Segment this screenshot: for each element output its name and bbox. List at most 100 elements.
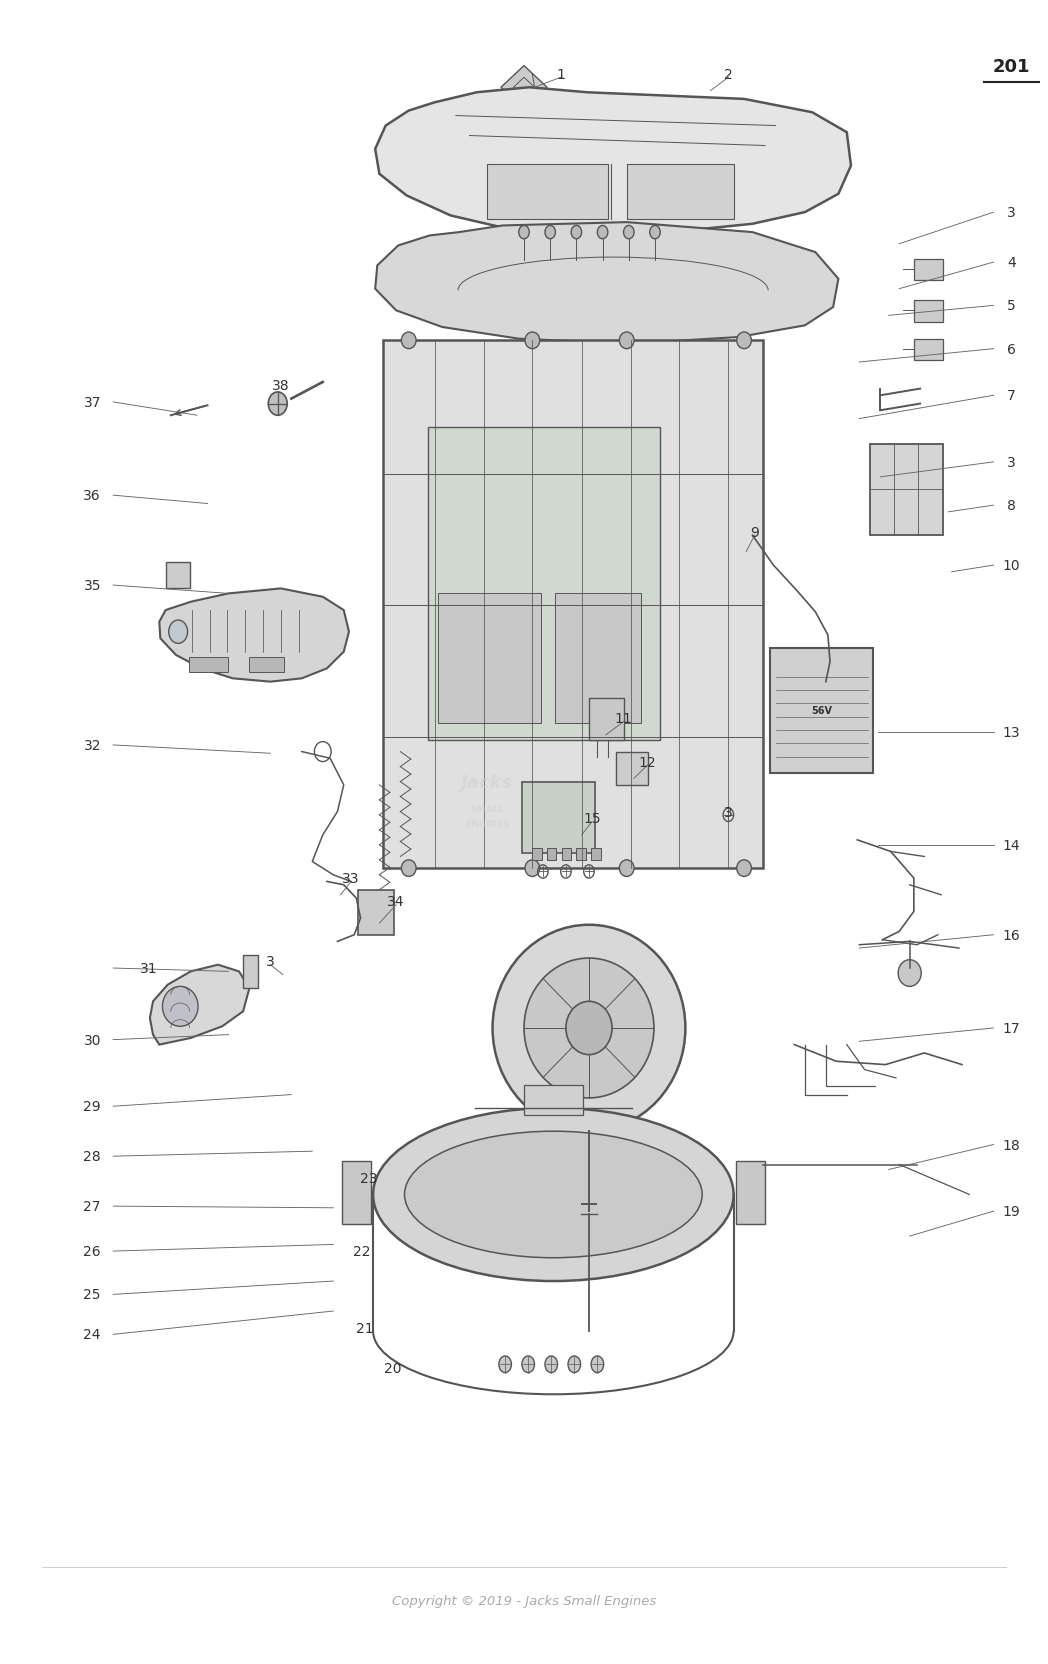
Bar	[358, 890, 394, 935]
Bar	[870, 444, 943, 536]
Bar	[589, 699, 624, 740]
Ellipse shape	[619, 333, 634, 349]
Text: 24: 24	[84, 1328, 101, 1341]
Ellipse shape	[624, 226, 634, 240]
Text: 26: 26	[84, 1245, 101, 1258]
Text: 22: 22	[353, 1245, 370, 1258]
Text: Jacks: Jacks	[461, 774, 514, 790]
Text: 19: 19	[1003, 1205, 1020, 1218]
Text: 11: 11	[615, 712, 632, 726]
Text: 20: 20	[385, 1361, 401, 1374]
Ellipse shape	[650, 226, 660, 240]
Ellipse shape	[401, 333, 416, 349]
Bar	[522, 782, 595, 854]
Text: Copyright © 2019 - Jacks Small Engines: Copyright © 2019 - Jacks Small Engines	[392, 1594, 656, 1607]
Bar	[576, 849, 586, 860]
Ellipse shape	[568, 1356, 581, 1373]
Bar	[487, 165, 608, 220]
Text: 21: 21	[356, 1321, 373, 1335]
Text: 17: 17	[1003, 1022, 1020, 1035]
Ellipse shape	[525, 333, 540, 349]
Bar	[591, 849, 601, 860]
Bar	[547, 849, 556, 860]
Ellipse shape	[586, 225, 594, 235]
Bar	[562, 849, 571, 860]
Text: 3: 3	[1007, 456, 1016, 469]
Text: 38: 38	[272, 379, 289, 393]
Ellipse shape	[525, 860, 540, 877]
Ellipse shape	[591, 1356, 604, 1373]
Bar	[914, 339, 943, 361]
Ellipse shape	[493, 925, 685, 1132]
Polygon shape	[375, 223, 838, 344]
Ellipse shape	[522, 1356, 534, 1373]
Text: 14: 14	[1003, 839, 1020, 852]
Bar	[770, 649, 873, 774]
Bar	[524, 1085, 583, 1115]
Text: 37: 37	[84, 396, 101, 409]
Bar	[166, 562, 190, 589]
Ellipse shape	[268, 393, 287, 416]
Text: 30: 30	[84, 1033, 101, 1047]
Text: 9: 9	[750, 526, 759, 539]
Text: 56V: 56V	[811, 706, 832, 716]
Text: 8: 8	[1007, 499, 1016, 513]
Bar	[243, 955, 258, 988]
Ellipse shape	[898, 960, 921, 987]
Bar	[249, 657, 284, 672]
Ellipse shape	[571, 226, 582, 240]
Text: 13: 13	[1003, 726, 1020, 739]
Text: 2: 2	[724, 68, 733, 82]
Bar	[627, 165, 734, 220]
Bar	[532, 849, 542, 860]
Polygon shape	[375, 88, 851, 233]
Ellipse shape	[162, 987, 198, 1027]
Text: 15: 15	[584, 812, 601, 825]
Text: 5: 5	[1007, 300, 1016, 313]
Bar	[555, 594, 641, 724]
Text: 35: 35	[84, 579, 101, 592]
Ellipse shape	[169, 621, 188, 644]
Text: 12: 12	[639, 755, 656, 769]
Bar	[914, 260, 943, 281]
Ellipse shape	[566, 1002, 612, 1055]
Ellipse shape	[545, 1356, 558, 1373]
Text: 29: 29	[84, 1100, 101, 1113]
Text: 23: 23	[361, 1171, 377, 1185]
Polygon shape	[159, 589, 349, 682]
Ellipse shape	[619, 860, 634, 877]
Polygon shape	[150, 965, 249, 1045]
Ellipse shape	[737, 860, 751, 877]
Text: 27: 27	[84, 1200, 101, 1213]
Bar	[342, 1161, 371, 1225]
Bar	[438, 594, 541, 724]
Ellipse shape	[499, 1356, 511, 1373]
Bar	[189, 657, 228, 672]
Ellipse shape	[545, 226, 555, 240]
Text: 10: 10	[1003, 559, 1020, 572]
Ellipse shape	[596, 225, 605, 235]
Bar	[428, 428, 660, 740]
Text: 18: 18	[1003, 1138, 1020, 1151]
Text: 7: 7	[1007, 389, 1016, 403]
Text: 6: 6	[1007, 343, 1016, 356]
Ellipse shape	[405, 1132, 702, 1258]
Text: 36: 36	[84, 489, 101, 503]
Ellipse shape	[597, 226, 608, 240]
Text: 1: 1	[556, 68, 565, 82]
Text: SMALL: SMALL	[471, 804, 504, 814]
Text: 28: 28	[84, 1150, 101, 1163]
Ellipse shape	[373, 1108, 734, 1281]
Text: 3: 3	[266, 955, 275, 968]
Text: 3: 3	[1007, 206, 1016, 220]
Text: 3: 3	[724, 805, 733, 819]
Ellipse shape	[737, 333, 751, 349]
Ellipse shape	[401, 860, 416, 877]
Ellipse shape	[519, 226, 529, 240]
Bar	[914, 301, 943, 323]
Text: ENGINES: ENGINES	[465, 819, 509, 829]
Text: 34: 34	[388, 895, 405, 909]
Ellipse shape	[524, 958, 654, 1098]
Text: 33: 33	[343, 872, 359, 885]
Polygon shape	[501, 67, 547, 110]
